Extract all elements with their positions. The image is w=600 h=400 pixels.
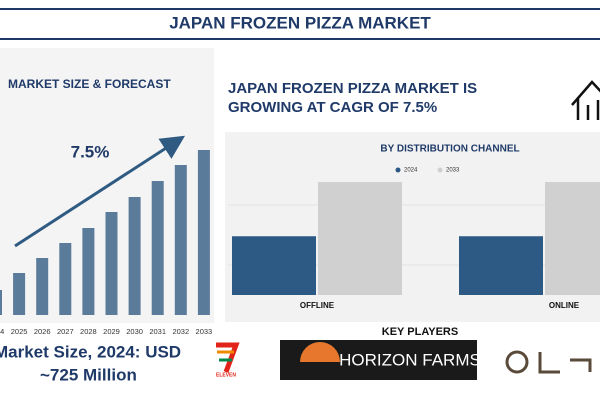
bar	[36, 258, 49, 315]
category-label: ONLINE	[549, 301, 580, 310]
bar	[174, 165, 187, 315]
bar	[232, 236, 316, 295]
bar	[13, 273, 26, 315]
category-label: OFFLINE	[300, 301, 335, 310]
legend-swatch	[437, 167, 443, 173]
bar	[0, 290, 2, 315]
bar	[545, 182, 600, 295]
key-players-title: KEY PLAYERS	[382, 326, 458, 338]
house-icon	[571, 80, 600, 120]
horizon-sun	[300, 342, 340, 362]
year-label: 2031	[149, 327, 166, 336]
bar	[82, 228, 95, 315]
year-label: 2024	[0, 327, 4, 336]
year-label: 2028	[80, 327, 97, 336]
year-label: 2030	[126, 327, 143, 336]
bar	[318, 182, 402, 295]
year-label: 2027	[57, 327, 74, 336]
cagr-annotation: 7.5%	[71, 142, 110, 161]
legend-label: 2033	[446, 168, 460, 174]
bar	[151, 181, 164, 315]
year-label: 2025	[11, 327, 28, 336]
headline: GROWING AT CAGR OF 7.5%	[228, 99, 437, 116]
legend-swatch	[395, 167, 401, 173]
seven-eleven-logo	[214, 342, 240, 379]
year-label: 2026	[34, 327, 51, 336]
bar	[459, 236, 543, 295]
market-size-text: ~725 Million	[40, 365, 137, 384]
logo-text: ELEVEN	[216, 372, 236, 378]
year-label: 2029	[103, 327, 120, 336]
bar	[59, 243, 72, 315]
third-logo	[505, 350, 592, 374]
left-chart-title: MARKET SIZE & FORECAST	[8, 77, 171, 91]
bar	[197, 150, 210, 315]
legend-label: 2024	[404, 168, 418, 174]
bar	[105, 212, 118, 315]
right-chart-title: BY DISTRIBUTION CHANNEL	[380, 144, 519, 155]
headline: JAPAN FROZEN PIZZA MARKET IS	[228, 80, 477, 97]
year-label: 2033	[196, 327, 213, 336]
growth-arrow	[14, 135, 186, 248]
page-title: JAPAN FROZEN PIZZA MARKET	[169, 13, 431, 32]
logo-text: HORIZON FARMS	[339, 350, 481, 369]
bar	[128, 197, 141, 315]
market-size-text: Market Size, 2024: USD	[0, 342, 181, 361]
year-label: 2032	[172, 327, 189, 336]
